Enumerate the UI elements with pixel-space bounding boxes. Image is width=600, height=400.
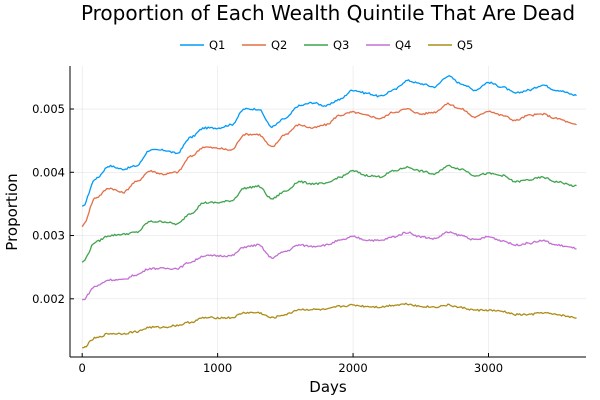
y-tick-label: 0.004	[32, 165, 65, 179]
legend-label-q3: Q3	[333, 38, 349, 52]
series-line-q1	[81, 74, 577, 207]
chart-title: Proportion of Each Wealth Quintile That …	[81, 1, 575, 25]
y-axis-label: Proportion	[3, 173, 21, 250]
series-line-q4	[81, 231, 577, 301]
series-lines	[81, 74, 577, 349]
legend-label-q4: Q4	[395, 38, 411, 52]
y-tick-label: 0.003	[32, 229, 65, 243]
legend-label-q2: Q2	[271, 38, 287, 52]
x-tick-label: 3000	[474, 361, 503, 375]
x-tick-label: 1000	[203, 361, 232, 375]
x-tick-label: 2000	[338, 361, 367, 375]
series-line-q3	[81, 164, 577, 263]
x-axis-label: Days	[309, 378, 347, 396]
series-line-q2	[81, 102, 577, 228]
axes	[69, 66, 586, 358]
y-tick-label: 0.002	[32, 292, 65, 306]
legend-label-q5: Q5	[457, 38, 473, 52]
x-tick-label: 0	[79, 361, 86, 375]
legend: Q1 Q2 Q3 Q4 Q5	[180, 38, 473, 52]
series-line-q5	[82, 302, 577, 349]
y-tick-label: 0.005	[32, 102, 65, 116]
tick-labels: 0 1000 2000 3000 0.002 0.003 0.004 0.005	[32, 102, 503, 375]
legend-label-q1: Q1	[209, 38, 225, 52]
